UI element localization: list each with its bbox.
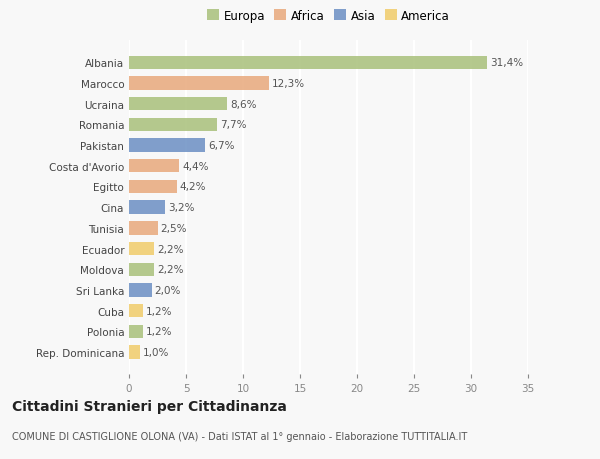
Bar bbox=[129, 118, 217, 132]
Text: 2,5%: 2,5% bbox=[160, 224, 187, 233]
Bar bbox=[129, 139, 205, 152]
Bar bbox=[129, 56, 487, 70]
Bar bbox=[129, 201, 166, 214]
Bar bbox=[129, 325, 143, 338]
Text: Cittadini Stranieri per Cittadinanza: Cittadini Stranieri per Cittadinanza bbox=[12, 399, 287, 413]
Bar bbox=[129, 284, 152, 297]
Bar bbox=[129, 77, 269, 90]
Bar bbox=[129, 160, 179, 173]
Text: 1,2%: 1,2% bbox=[146, 306, 172, 316]
Text: 4,4%: 4,4% bbox=[182, 162, 209, 171]
Text: 31,4%: 31,4% bbox=[490, 58, 523, 68]
Text: 1,2%: 1,2% bbox=[146, 327, 172, 336]
Bar bbox=[129, 242, 154, 256]
Text: 2,2%: 2,2% bbox=[157, 265, 184, 274]
Text: 7,7%: 7,7% bbox=[220, 120, 246, 130]
Bar bbox=[129, 346, 140, 359]
Text: COMUNE DI CASTIGLIONE OLONA (VA) - Dati ISTAT al 1° gennaio - Elaborazione TUTTI: COMUNE DI CASTIGLIONE OLONA (VA) - Dati … bbox=[12, 431, 467, 442]
Text: 2,0%: 2,0% bbox=[155, 285, 181, 295]
Bar bbox=[129, 263, 154, 276]
Text: 2,2%: 2,2% bbox=[157, 244, 184, 254]
Text: 12,3%: 12,3% bbox=[272, 79, 305, 89]
Bar bbox=[129, 222, 157, 235]
Bar bbox=[129, 180, 177, 194]
Text: 8,6%: 8,6% bbox=[230, 100, 256, 109]
Text: 4,2%: 4,2% bbox=[180, 182, 206, 192]
Text: 3,2%: 3,2% bbox=[169, 203, 195, 213]
Text: 1,0%: 1,0% bbox=[143, 347, 170, 357]
Bar bbox=[129, 98, 227, 111]
Text: 6,7%: 6,7% bbox=[208, 141, 235, 151]
Bar bbox=[129, 304, 143, 318]
Legend: Europa, Africa, Asia, America: Europa, Africa, Asia, America bbox=[205, 7, 452, 25]
